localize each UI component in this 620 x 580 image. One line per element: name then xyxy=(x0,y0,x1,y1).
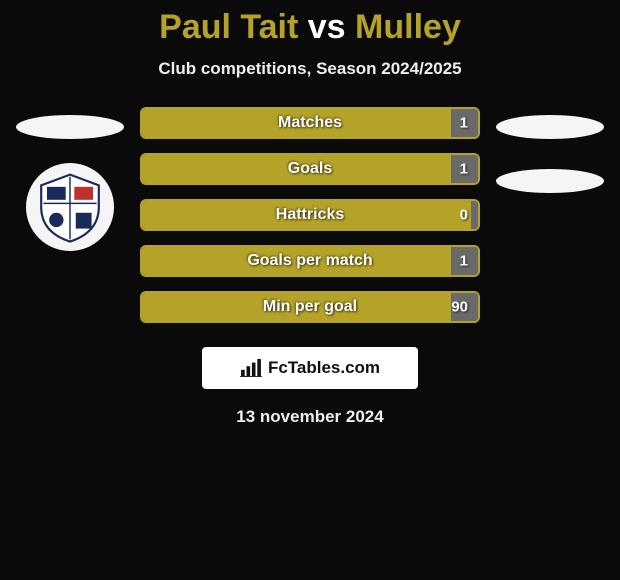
bar-value-player2: 1 xyxy=(460,115,468,132)
stat-bar: Min per goal 90 xyxy=(140,291,480,323)
right-side xyxy=(496,107,604,193)
bar-label: Matches xyxy=(278,114,342,132)
shield-icon xyxy=(34,171,106,243)
player2-club-placeholder xyxy=(496,169,604,193)
player2-photo-placeholder xyxy=(496,115,604,139)
stat-bar: Goals per match 1 xyxy=(140,245,480,277)
left-side xyxy=(16,107,124,251)
bar-value-player2: 1 xyxy=(460,253,468,270)
page-title: Paul Tait vs Mulley xyxy=(0,8,620,47)
player2-name: Mulley xyxy=(355,8,461,46)
comparison-infographic: Paul Tait vs Mulley Club competitions, S… xyxy=(0,0,620,427)
bar-value-player2: 0 xyxy=(460,207,468,224)
bar-label: Goals per match xyxy=(247,252,372,270)
vs-label: vs xyxy=(308,8,346,46)
bar-value-player2: 1 xyxy=(460,161,468,178)
player1-club-crest xyxy=(26,163,114,251)
bar-label: Min per goal xyxy=(263,298,357,316)
comparison-area: Matches 1 Goals 1 Hattricks 0 Goals per match 1… xyxy=(0,107,620,323)
bar-chart-icon xyxy=(240,359,262,377)
date-label: 13 november 2024 xyxy=(0,407,620,427)
subtitle: Club competitions, Season 2024/2025 xyxy=(0,59,620,79)
stat-bar: Hattricks 0 xyxy=(140,199,480,231)
stat-bar: Matches 1 xyxy=(140,107,480,139)
brand-text: FcTables.com xyxy=(268,358,380,378)
stat-bars: Matches 1 Goals 1 Hattricks 0 Goals per match 1… xyxy=(140,107,480,323)
brand-badge: FcTables.com xyxy=(202,347,418,389)
bar-label: Goals xyxy=(288,160,332,178)
player1-photo-placeholder xyxy=(16,115,124,139)
bar-label: Hattricks xyxy=(276,206,344,224)
player1-name: Paul Tait xyxy=(159,8,298,46)
stat-bar: Goals 1 xyxy=(140,153,480,185)
bar-value-player2: 90 xyxy=(451,299,468,316)
bar-fill-player2 xyxy=(471,201,478,229)
